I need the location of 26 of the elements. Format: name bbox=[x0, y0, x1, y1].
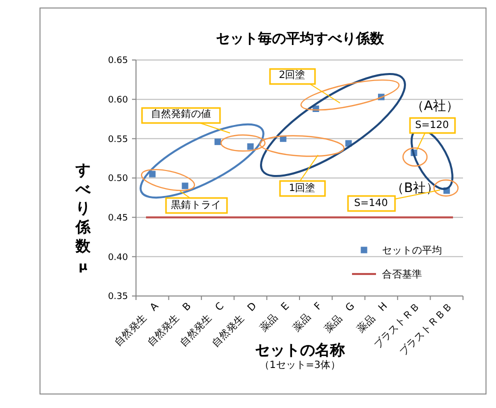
x-axis-title: セットの名称 bbox=[255, 341, 346, 359]
text: （1セット=3体） bbox=[259, 359, 341, 371]
y-tick-label: 0.60 bbox=[108, 95, 128, 106]
point bbox=[214, 138, 221, 146]
annotation: （B社） bbox=[391, 181, 439, 196]
y-axis-title: すべり係数 μ bbox=[74, 161, 92, 273]
x-tick-label: 薬品 E bbox=[258, 300, 292, 334]
y-tick-label: 0.55 bbox=[108, 134, 128, 145]
point bbox=[182, 182, 188, 190]
point bbox=[149, 170, 156, 178]
y-tick-label: 0.40 bbox=[108, 252, 128, 263]
y-tick-label: 0.65 bbox=[108, 56, 128, 66]
y-tick-label: 0.50 bbox=[108, 174, 128, 184]
chart-title: セット毎の平均すべり係数 bbox=[216, 31, 385, 47]
point bbox=[247, 143, 254, 150]
annotation: （A社） bbox=[411, 99, 459, 114]
legend-label: 合否基準 bbox=[382, 268, 422, 280]
annotation: 2回塗 bbox=[278, 69, 306, 81]
y-tick-label: 0.35 bbox=[108, 292, 128, 302]
legend-label: セットの平均 bbox=[382, 244, 442, 256]
y-tick-label: 0.45 bbox=[108, 213, 128, 224]
annotation: 1回塗 bbox=[288, 182, 316, 194]
annotation: 自然発錆の値 bbox=[151, 108, 211, 120]
annotation: 黒錆トライ bbox=[171, 200, 221, 211]
annotation: S=120 bbox=[415, 120, 449, 131]
annotation: S=140 bbox=[354, 198, 388, 209]
